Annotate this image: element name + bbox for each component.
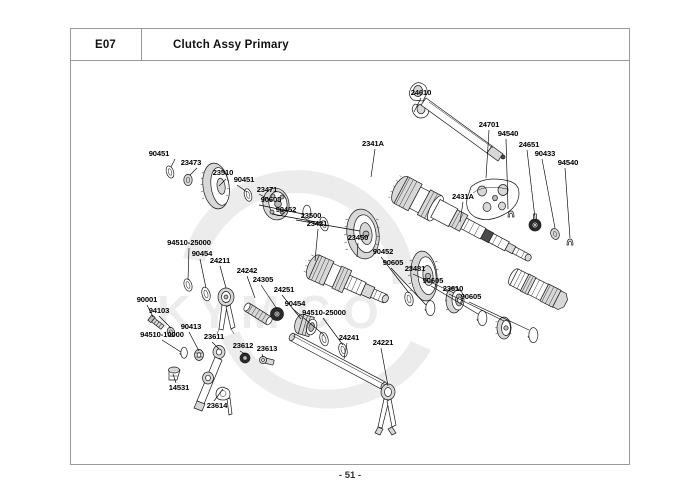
page-number: - 51 - [338,470,362,481]
label-24701: 24701 [479,120,500,129]
label-24610: 24610 [411,88,432,97]
label-23421: 23421 [307,219,328,228]
label-24241: 24241 [339,333,360,342]
label-24221: 24221 [373,338,394,347]
label-2341A: 2341A [362,139,384,148]
label-23481: 23481 [405,264,426,273]
label-90433: 90433 [535,149,556,158]
part-24221-shift-arm [374,383,397,436]
label-90605: 90605 [261,195,282,204]
label-94510-25000: 94510-25000 [167,238,211,247]
part-24701-shift-plate [466,178,574,246]
label-23450: 23450 [348,233,369,242]
part-23450-gear [407,250,439,302]
label-90413: 90413 [181,322,202,331]
label-90605-4: 90605 [461,292,482,301]
label-94540: 94540 [498,129,519,138]
label-24251: 24251 [274,285,295,294]
part-number-labels: 90451 23473 23510 90451 23471 90605 9045… [137,88,579,410]
section-code: E07 [94,38,117,51]
label-23510: 23510 [213,168,234,177]
label-23610: 23610 [443,284,464,293]
label-23612: 23612 [233,341,254,350]
label-23473: 23473 [181,158,202,167]
label-23471: 23471 [257,185,278,194]
label-23611: 23611 [204,332,225,341]
label-90451: 90451 [149,149,170,158]
label-2431A: 2431A [452,192,474,201]
label-94510-10000: 94510-10000 [140,330,184,339]
section-code-cell: E07 [70,28,142,61]
part-23421-countershaft [303,254,389,304]
part-group-lower-left [183,278,348,358]
label-94103: 94103 [149,306,170,315]
label-90454: 90454 [192,249,213,258]
label-90451-2: 90451 [234,175,255,184]
label-24651: 24651 [519,140,540,149]
page-title: Clutch Assy Primary [173,38,289,51]
label-14531: 14531 [169,383,190,392]
label-90605-2: 90605 [383,258,404,267]
label-23613: 23613 [257,344,278,353]
part-2341A-mainshaft [388,175,532,262]
label-23500: 23500 [301,211,322,220]
leader-lines [146,97,571,402]
exploded-diagram: K Y M C O [71,62,629,464]
diagram-svg: K Y M C O [137,82,579,436]
label-90452-2: 90452 [373,247,394,256]
part-group-bottom-left [147,314,275,416]
part-2431A-shaft [508,268,568,310]
page-frame [70,28,630,465]
label-24242: 24242 [237,266,258,275]
label-90605-3: 90605 [423,276,444,285]
label-90454-2: 90454 [285,299,306,308]
label-24211: 24211 [210,256,231,265]
part-group-upper-left [165,162,380,260]
label-24305: 24305 [253,275,274,284]
label-90001: 90001 [137,295,158,304]
label-94540-2: 94540 [558,158,579,167]
label-90452: 90452 [276,205,297,214]
label-23614: 23614 [207,401,228,410]
title-bar: E07 Clutch Assy Primary [70,28,630,61]
label-94510-25000-2: 94510-25000 [302,308,346,317]
